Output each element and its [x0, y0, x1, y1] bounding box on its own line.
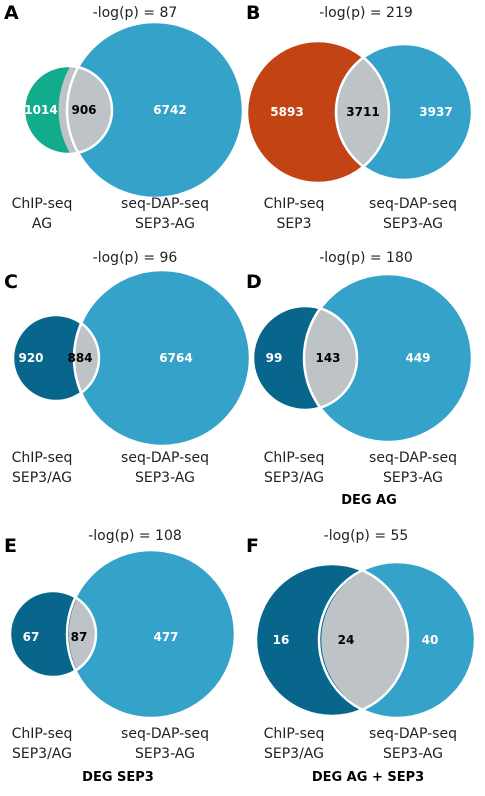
seq-dap-seq-label-line1: seq-DAP-seq — [369, 450, 457, 466]
seq-dap-seq-label-line2: SEP3-AG — [383, 470, 443, 486]
panel-letter: E — [4, 535, 17, 557]
panel-letter: F — [246, 535, 259, 557]
venn-panel-a: A -log(p) = 87 1014 906 6742 ChIP-seq AG… — [4, 2, 245, 232]
overlap-region — [321, 570, 408, 710]
p-value-label: -log(p) = 219 — [319, 5, 413, 21]
count-left-only: 67 — [23, 630, 40, 644]
seq-dap-seq-outline — [317, 560, 477, 720]
seq-dap-seq-label-line1: seq-DAP-seq — [369, 726, 457, 742]
chip-seq-outline — [254, 562, 410, 718]
panel-caption: DEG AG + SEP3 — [312, 770, 424, 785]
count-right-only: 6764 — [159, 351, 192, 365]
overlap-region — [68, 598, 96, 670]
chip-seq-outline — [11, 313, 101, 403]
count-overlap: 3711 — [346, 105, 379, 119]
chip-seq-label-line2: SEP3/AG — [264, 470, 324, 486]
chip-seq-outline — [22, 64, 114, 156]
seq-dap-seq-outline — [334, 42, 474, 182]
count-overlap: 143 — [315, 351, 340, 365]
venn-panel-d: D -log(p) = 180 99 143 449 ChIP-seq SEP3… — [246, 250, 474, 508]
count-right-only: 449 — [405, 351, 430, 365]
seq-dap-seq-label-line2: SEP3-AG — [135, 216, 195, 232]
chip-seq-outline — [8, 589, 98, 679]
seq-dap-seq-label-line1: seq-DAP-seq — [121, 726, 209, 742]
overlap-region — [304, 308, 357, 408]
chip-seq-label-line1: ChIP-seq — [12, 726, 73, 742]
count-left-only: 5893 — [270, 105, 303, 119]
seq-dap-seq-label-line2: SEP3-AG — [135, 470, 195, 486]
venn-panel-c: C -log(p) = 96 920 884 6764 ChIP-seq SEP… — [4, 250, 252, 486]
seq-dap-seq-outline — [65, 548, 237, 720]
venn-panel-b: B -log(p) = 219 5893 3711 3937 ChIP-seq … — [245, 2, 474, 232]
venn-panel-e: E -log(p) = 108 67 87 477 ChIP-seq SEP3/… — [4, 528, 237, 785]
seq-dap-seq-label-line1: seq-DAP-seq — [369, 196, 457, 212]
panel-letter: A — [4, 2, 19, 24]
panel-letter: D — [246, 271, 262, 293]
seq-dap-seq-circle — [67, 22, 243, 198]
seq-dap-seq-label-line2: SEP3-AG — [135, 746, 195, 762]
chip-seq-label-line2: SEP3 — [276, 216, 311, 232]
p-value-label: -log(p) = 96 — [93, 250, 178, 266]
seq-dap-seq-label-line2: SEP3-AG — [383, 216, 443, 232]
count-overlap: 24 — [338, 633, 355, 647]
p-value-label: -log(p) = 87 — [93, 5, 178, 21]
panel-letter: C — [4, 271, 18, 293]
venn-panel-f: F -log(p) = 55 16 24 40 ChIP-seq SEP3/AG… — [246, 528, 477, 785]
count-left-only: 99 — [266, 351, 283, 365]
count-right-only: 6742 — [153, 103, 186, 117]
chip-seq-label-line2: SEP3/AG — [12, 470, 72, 486]
overlap-region — [72, 322, 99, 394]
chip-seq-label-line1: ChIP-seq — [12, 196, 73, 212]
seq-dap-seq-circle — [67, 550, 235, 718]
p-value-label: -log(p) = 55 — [324, 528, 409, 544]
count-right-only: 40 — [422, 633, 439, 647]
seq-dap-seq-circle — [74, 270, 250, 446]
count-right-only: 477 — [153, 630, 178, 644]
chip-seq-label-line1: ChIP-seq — [264, 726, 325, 742]
seq-dap-seq-outline — [302, 272, 474, 444]
chip-seq-label-line1: ChIP-seq — [264, 196, 325, 212]
p-value-label: -log(p) = 180 — [319, 250, 413, 266]
seq-dap-seq-label-line1: seq-DAP-seq — [121, 450, 209, 466]
panel-letter: B — [246, 2, 260, 24]
seq-dap-seq-label-line1: seq-DAP-seq — [121, 196, 209, 212]
count-left-only: 920 — [18, 351, 43, 365]
overlap-region — [58, 66, 112, 154]
chip-seq-label-line2: SEP3/AG — [12, 746, 72, 762]
chip-seq-outline — [245, 39, 391, 185]
seq-dap-seq-outline — [72, 268, 252, 448]
panel-caption: DEG AG — [341, 493, 397, 508]
count-overlap: 884 — [67, 351, 92, 365]
overlap-region — [335, 57, 389, 167]
count-left-only: 1014 — [24, 103, 57, 117]
p-value-label: -log(p) = 108 — [88, 528, 182, 544]
chip-seq-label-line2: SEP3/AG — [264, 746, 324, 762]
chip-seq-label-line1: ChIP-seq — [12, 450, 73, 466]
count-right-only: 3937 — [419, 105, 452, 119]
chip-seq-label-line2: AG — [32, 216, 52, 232]
chip-seq-label-line1: ChIP-seq — [264, 450, 325, 466]
seq-dap-seq-circle — [304, 274, 472, 442]
seq-dap-seq-label-line2: SEP3-AG — [383, 746, 443, 762]
count-left-only: 16 — [273, 633, 290, 647]
seq-dap-seq-outline — [65, 20, 245, 200]
count-overlap: 87 — [71, 630, 88, 644]
chip-seq-outline — [251, 304, 359, 412]
count-overlap: 906 — [71, 103, 96, 117]
panel-caption: DEG SEP3 — [82, 770, 154, 785]
